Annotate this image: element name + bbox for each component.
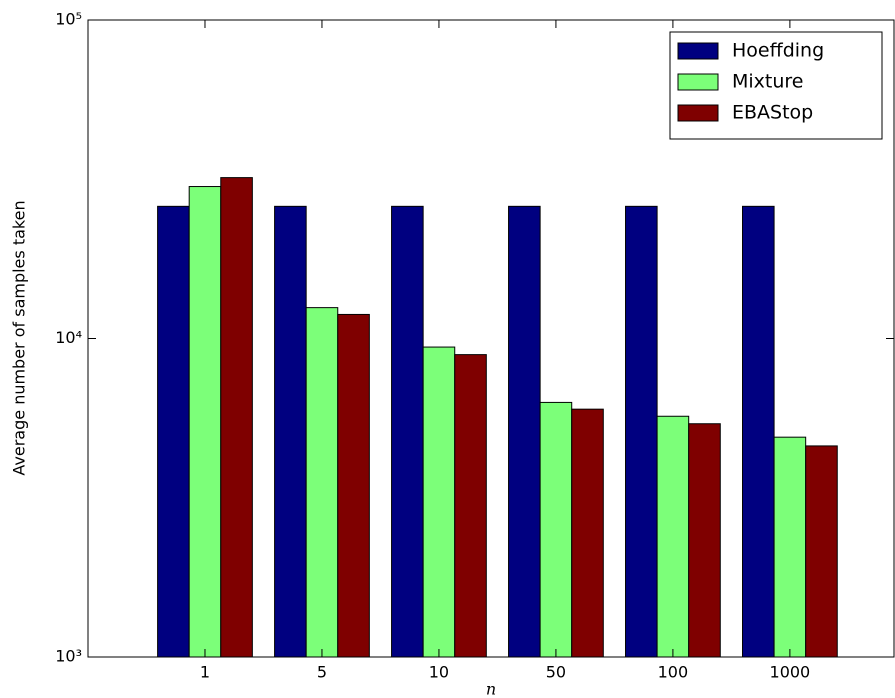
legend-swatch [677, 73, 719, 91]
x-axis-label: n [486, 680, 496, 698]
bar [305, 307, 339, 658]
bar [571, 408, 604, 658]
y-tick-label: 10⁵ [55, 10, 82, 29]
legend-label: Mixture [732, 71, 804, 93]
legend-swatch [677, 42, 719, 60]
y-axis-label: Average number of samples taken [10, 200, 29, 475]
bar [391, 205, 424, 658]
bar [337, 313, 370, 658]
bar [422, 346, 456, 658]
bar [274, 205, 307, 658]
bar [742, 205, 775, 658]
bar [773, 436, 807, 658]
bar [539, 401, 573, 658]
x-tick-label: 100 [658, 663, 689, 682]
bar [508, 205, 541, 658]
legend-label: EBAStop [732, 102, 813, 124]
legend-swatch [677, 104, 719, 122]
y-tick-label: 10⁴ [55, 328, 82, 347]
plot-frame [87, 19, 895, 658]
bar [656, 415, 690, 658]
bar [220, 177, 253, 658]
x-tick-label: 1000 [770, 663, 811, 682]
x-tick-label: 1 [200, 663, 210, 682]
x-tick-label: 5 [317, 663, 327, 682]
bar [188, 186, 222, 658]
bar [454, 354, 487, 658]
bar [688, 423, 721, 658]
legend-label: Hoeffding [732, 40, 824, 62]
x-tick-label: 50 [546, 663, 566, 682]
bar [805, 445, 838, 658]
x-tick-label: 10 [429, 663, 449, 682]
bar [625, 205, 658, 658]
y-tick-label: 10³ [55, 647, 82, 666]
bar [157, 205, 190, 658]
